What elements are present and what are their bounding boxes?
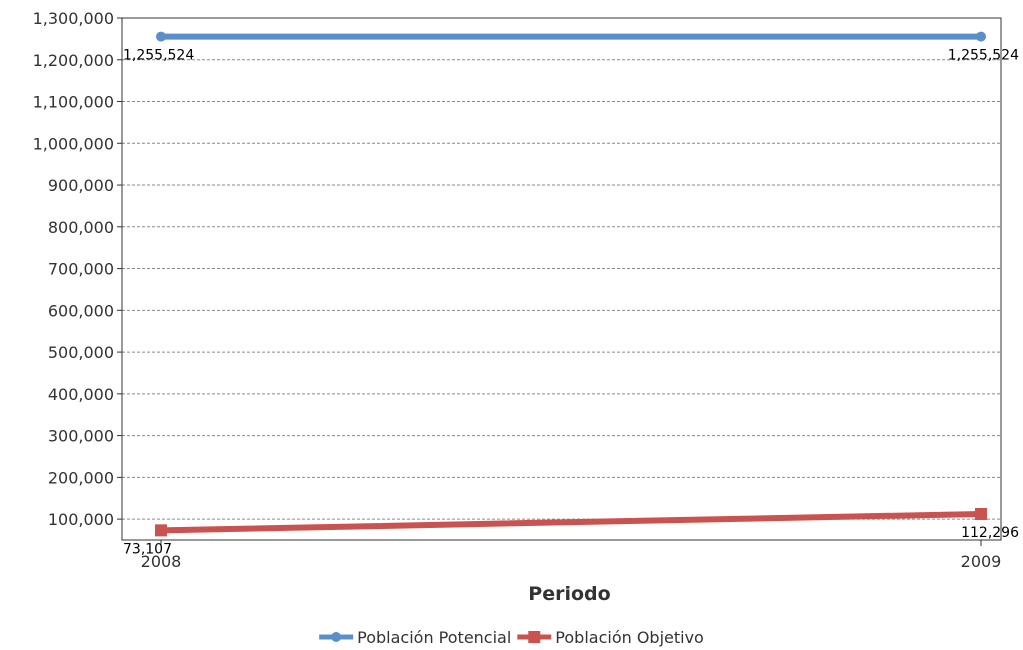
- data-label: 1,255,524: [948, 48, 1019, 64]
- legend-marker-symbol: [528, 631, 541, 643]
- x-axis-ticks: 2008 2009: [141, 540, 1002, 571]
- data-label: 112,296: [961, 525, 1019, 541]
- y-tick-label: 800,000: [48, 218, 114, 237]
- y-tick-label: 1,200,000: [33, 51, 114, 70]
- y-tick-label: 600,000: [48, 301, 114, 320]
- data-labels: 1,255,524 1,255,524 73,107 112,296: [123, 48, 1019, 558]
- y-tick-label: 1,100,000: [33, 93, 114, 112]
- data-label: 73,107: [123, 541, 172, 557]
- data-label: 1,255,524: [123, 48, 194, 64]
- y-tick-label: 900,000: [48, 176, 114, 195]
- legend-label: Población Objetivo: [555, 628, 704, 647]
- x-tick-label: 2008: [141, 552, 182, 571]
- data-point-marker: [975, 507, 987, 520]
- data-point-marker: [976, 31, 986, 42]
- y-axis-ticks: 100,000 200,000 300,000 400,000 500,000 600,0…: [33, 9, 122, 529]
- series-lines: [155, 31, 987, 537]
- grid-lines: [122, 17, 1001, 520]
- y-tick-label: 200,000: [48, 468, 114, 487]
- data-point-marker: [155, 524, 167, 537]
- y-tick-label: 400,000: [48, 385, 114, 404]
- data-point-marker: [156, 31, 166, 42]
- legend: Población Potencial Población Objetivo: [319, 628, 704, 647]
- y-tick-label: 700,000: [48, 260, 114, 279]
- x-tick-label: 2009: [961, 552, 1002, 571]
- plot-area-frame: [121, 17, 1002, 541]
- legend-item: Población Objetivo: [517, 628, 704, 647]
- y-tick-label: 300,000: [48, 427, 114, 446]
- y-tick-label: 100,000: [48, 510, 114, 529]
- y-tick-label: 1,000,000: [33, 134, 114, 153]
- x-axis-title: Periodo: [528, 583, 610, 605]
- legend-marker-symbol: [331, 632, 342, 642]
- legend-label: Población Potencial: [357, 628, 511, 647]
- y-tick-label: 500,000: [48, 343, 114, 362]
- y-tick-label: 1,300,000: [33, 9, 114, 28]
- legend-item: Población Potencial: [319, 628, 511, 647]
- series-line: [158, 510, 984, 534]
